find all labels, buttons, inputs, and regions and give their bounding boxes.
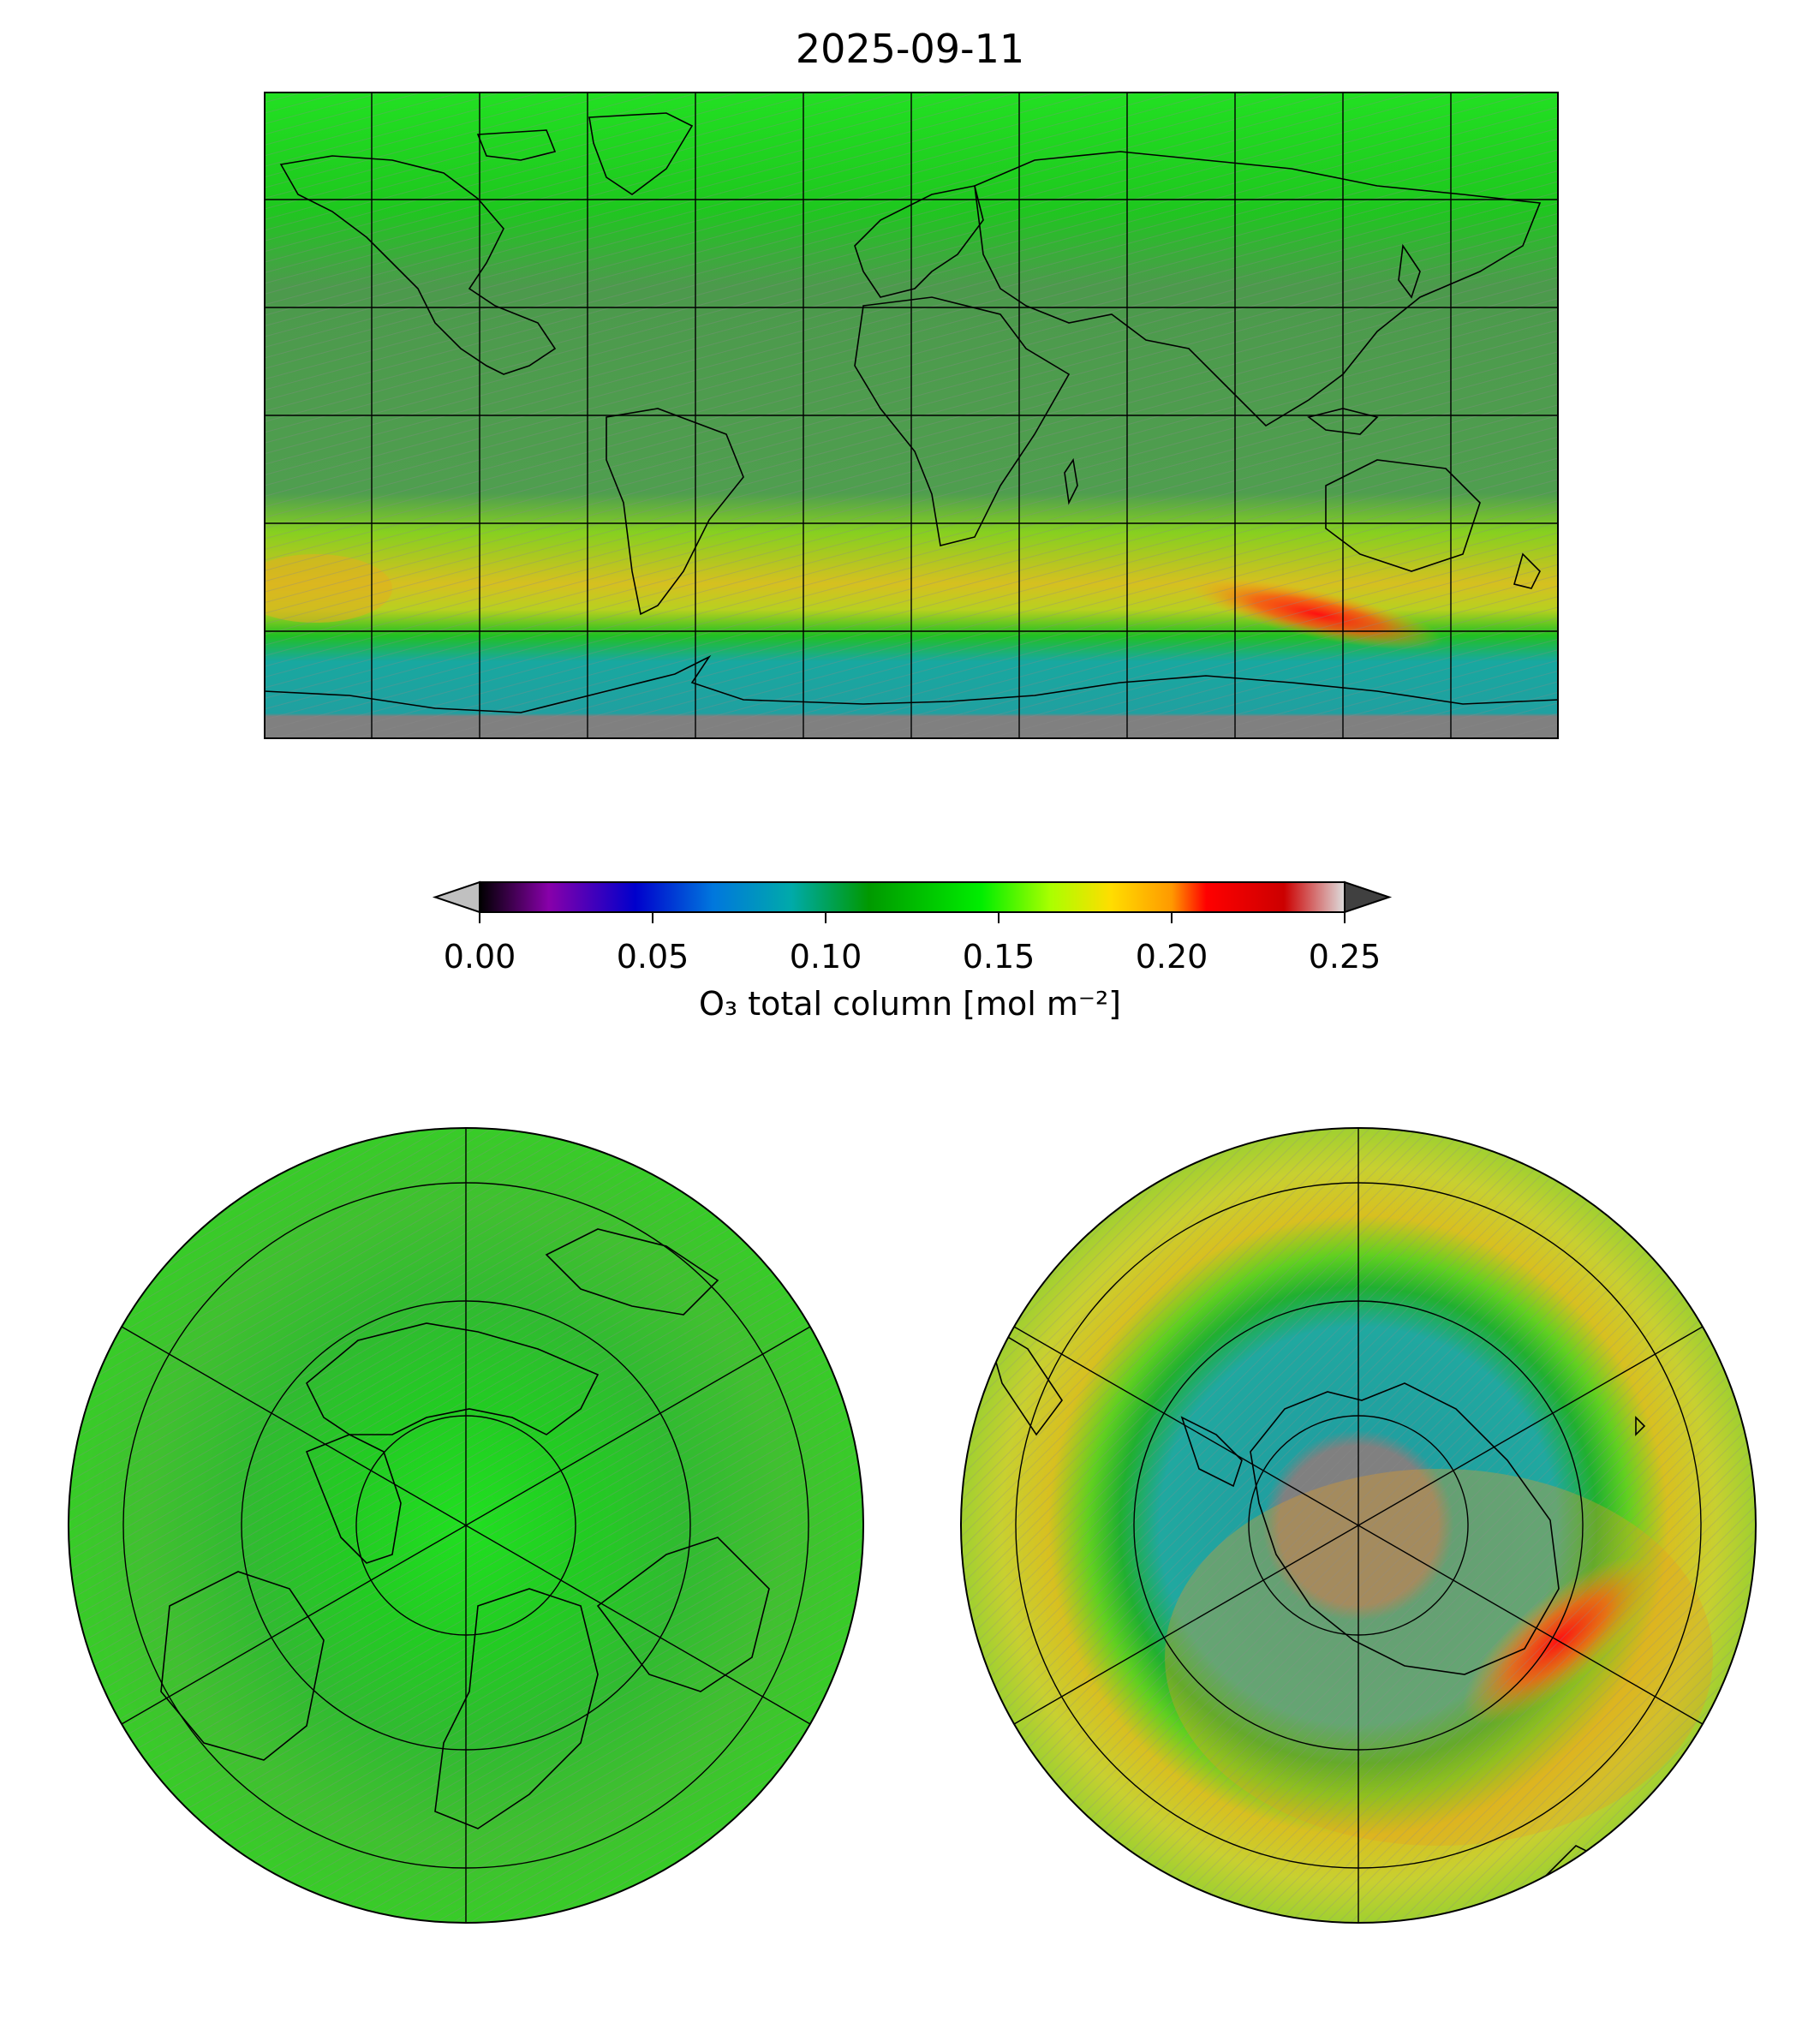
north-polar-map (68, 1127, 864, 1924)
colorbar-tick-label: 0.20 (1135, 938, 1208, 976)
colorbar-gradient (479, 881, 1346, 913)
map-title: 2025-09-11 (795, 26, 1025, 72)
south-polar-graticule (1013, 1128, 1704, 1923)
global-map (264, 92, 1559, 739)
global-map-frame (264, 92, 1559, 739)
colorbar-tick-label: 0.15 (962, 938, 1035, 976)
colorbar (432, 880, 1393, 923)
colorbar-tick-marks (479, 912, 1346, 923)
colorbar-tick-label: 0.10 (789, 938, 862, 976)
north-polar-coastlines (160, 1228, 770, 1829)
colorbar-tick-label: 0.00 (443, 938, 516, 976)
colorbar-tick-label: 0.05 (616, 938, 689, 976)
colorbar-label: O₃ total column [mol m⁻²] (698, 985, 1122, 1023)
south-polar-map (960, 1127, 1757, 1924)
colorbar-tick-label: 0.25 (1308, 938, 1381, 976)
colorbar-under-extension (432, 880, 480, 914)
colorbar-over-extension (1344, 880, 1393, 914)
north-polar-frame (68, 1127, 864, 1924)
south-polar-frame (960, 1127, 1757, 1924)
global-graticule (264, 92, 1559, 739)
north-polar-graticule (121, 1128, 811, 1923)
